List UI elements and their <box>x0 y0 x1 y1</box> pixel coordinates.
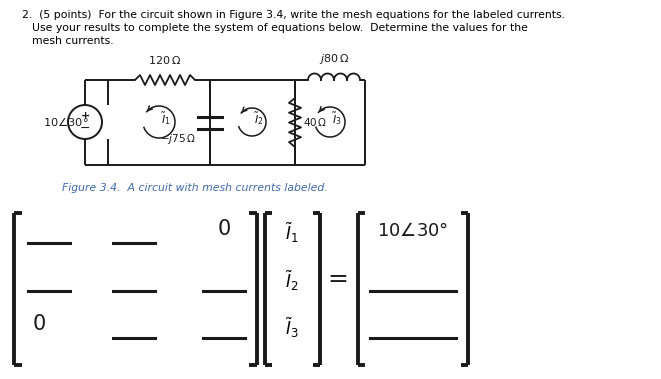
Text: $10\angle30°$: $10\angle30°$ <box>377 222 449 240</box>
Text: $\tilde{I}_2$: $\tilde{I}_2$ <box>254 111 264 127</box>
Text: 0: 0 <box>32 314 46 334</box>
Text: 0: 0 <box>217 219 231 239</box>
Text: +: + <box>81 111 90 121</box>
Text: $\tilde{I}_1$: $\tilde{I}_1$ <box>161 111 171 127</box>
Text: Figure 3.4.  A circuit with mesh currents labeled.: Figure 3.4. A circuit with mesh currents… <box>62 183 328 193</box>
Text: $120\,\Omega$: $120\,\Omega$ <box>149 54 182 66</box>
Text: $j80\,\Omega$: $j80\,\Omega$ <box>319 52 349 66</box>
Text: $10\angle30°$: $10\angle30°$ <box>43 116 89 128</box>
Text: $-j75\,\Omega$: $-j75\,\Omega$ <box>160 132 196 146</box>
Text: mesh currents.: mesh currents. <box>32 36 114 46</box>
Text: Use your results to complete the system of equations below.  Determine the value: Use your results to complete the system … <box>32 23 528 33</box>
Text: −: − <box>80 122 91 135</box>
Text: 2.  (5 points)  For the circuit shown in Figure 3.4, write the mesh equations fo: 2. (5 points) For the circuit shown in F… <box>22 10 565 20</box>
Text: $\tilde{I}_3$: $\tilde{I}_3$ <box>332 111 342 127</box>
Text: $\tilde{I}_1$: $\tilde{I}_1$ <box>286 221 299 245</box>
Text: =: = <box>328 267 348 291</box>
Text: $\tilde{I}_2$: $\tilde{I}_2$ <box>286 269 299 293</box>
Text: $\tilde{I}_3$: $\tilde{I}_3$ <box>285 316 299 340</box>
Text: $40\,\Omega$: $40\,\Omega$ <box>303 116 327 128</box>
